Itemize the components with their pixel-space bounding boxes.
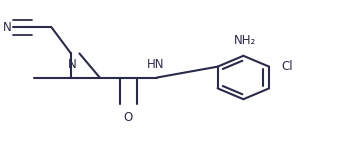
Text: N: N bbox=[3, 21, 12, 34]
Text: HN: HN bbox=[147, 58, 164, 71]
Text: O: O bbox=[124, 111, 133, 124]
Text: NH₂: NH₂ bbox=[234, 34, 256, 47]
Text: N: N bbox=[68, 58, 77, 71]
Text: Cl: Cl bbox=[281, 60, 293, 73]
